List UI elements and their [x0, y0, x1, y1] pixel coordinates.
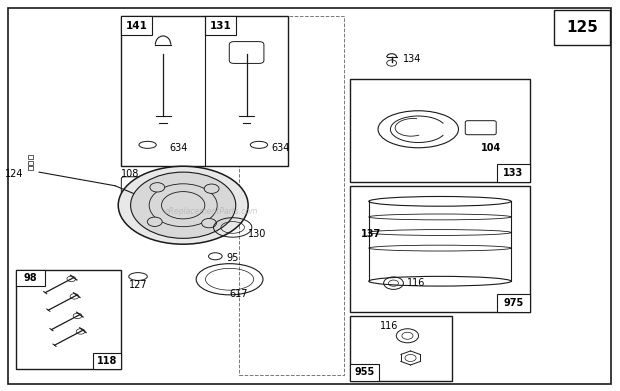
Bar — [122, 16, 288, 166]
Bar — [28, 155, 33, 159]
Text: 130: 130 — [248, 229, 267, 239]
Ellipse shape — [118, 166, 248, 244]
Text: 133: 133 — [503, 168, 524, 178]
Text: 98: 98 — [24, 273, 37, 283]
Text: 955: 955 — [354, 368, 374, 377]
Circle shape — [131, 172, 236, 239]
Bar — [350, 364, 379, 380]
Text: 108: 108 — [122, 169, 140, 179]
Text: 125: 125 — [566, 20, 598, 36]
Bar — [28, 166, 33, 170]
Circle shape — [148, 217, 162, 226]
Text: 95: 95 — [226, 253, 239, 263]
Text: 127: 127 — [129, 280, 148, 290]
Text: 124: 124 — [5, 169, 24, 179]
Text: 116: 116 — [407, 278, 425, 288]
Circle shape — [150, 183, 165, 192]
Text: 134: 134 — [403, 54, 421, 64]
Text: 617: 617 — [229, 289, 248, 299]
Bar — [350, 186, 529, 312]
Text: 975: 975 — [503, 298, 524, 308]
Bar — [350, 316, 452, 380]
Text: 131: 131 — [210, 21, 231, 30]
Text: 634: 634 — [272, 143, 290, 152]
Bar — [350, 79, 529, 182]
Text: 634: 634 — [169, 143, 188, 152]
Bar — [497, 294, 529, 312]
Bar — [16, 269, 122, 369]
Bar — [16, 269, 45, 286]
Text: 116: 116 — [379, 321, 398, 331]
Text: 118: 118 — [97, 356, 117, 366]
Circle shape — [204, 184, 219, 194]
Text: 104: 104 — [481, 143, 502, 153]
Circle shape — [202, 219, 216, 228]
Text: 137: 137 — [361, 230, 381, 239]
Bar — [554, 11, 610, 45]
Text: 141: 141 — [126, 21, 148, 30]
Bar — [205, 16, 236, 35]
Text: eReplacementParts.com: eReplacementParts.com — [164, 206, 258, 215]
Bar — [497, 164, 529, 182]
Bar — [239, 16, 344, 375]
Bar — [93, 353, 122, 369]
Bar — [28, 161, 33, 165]
Bar — [122, 16, 153, 35]
